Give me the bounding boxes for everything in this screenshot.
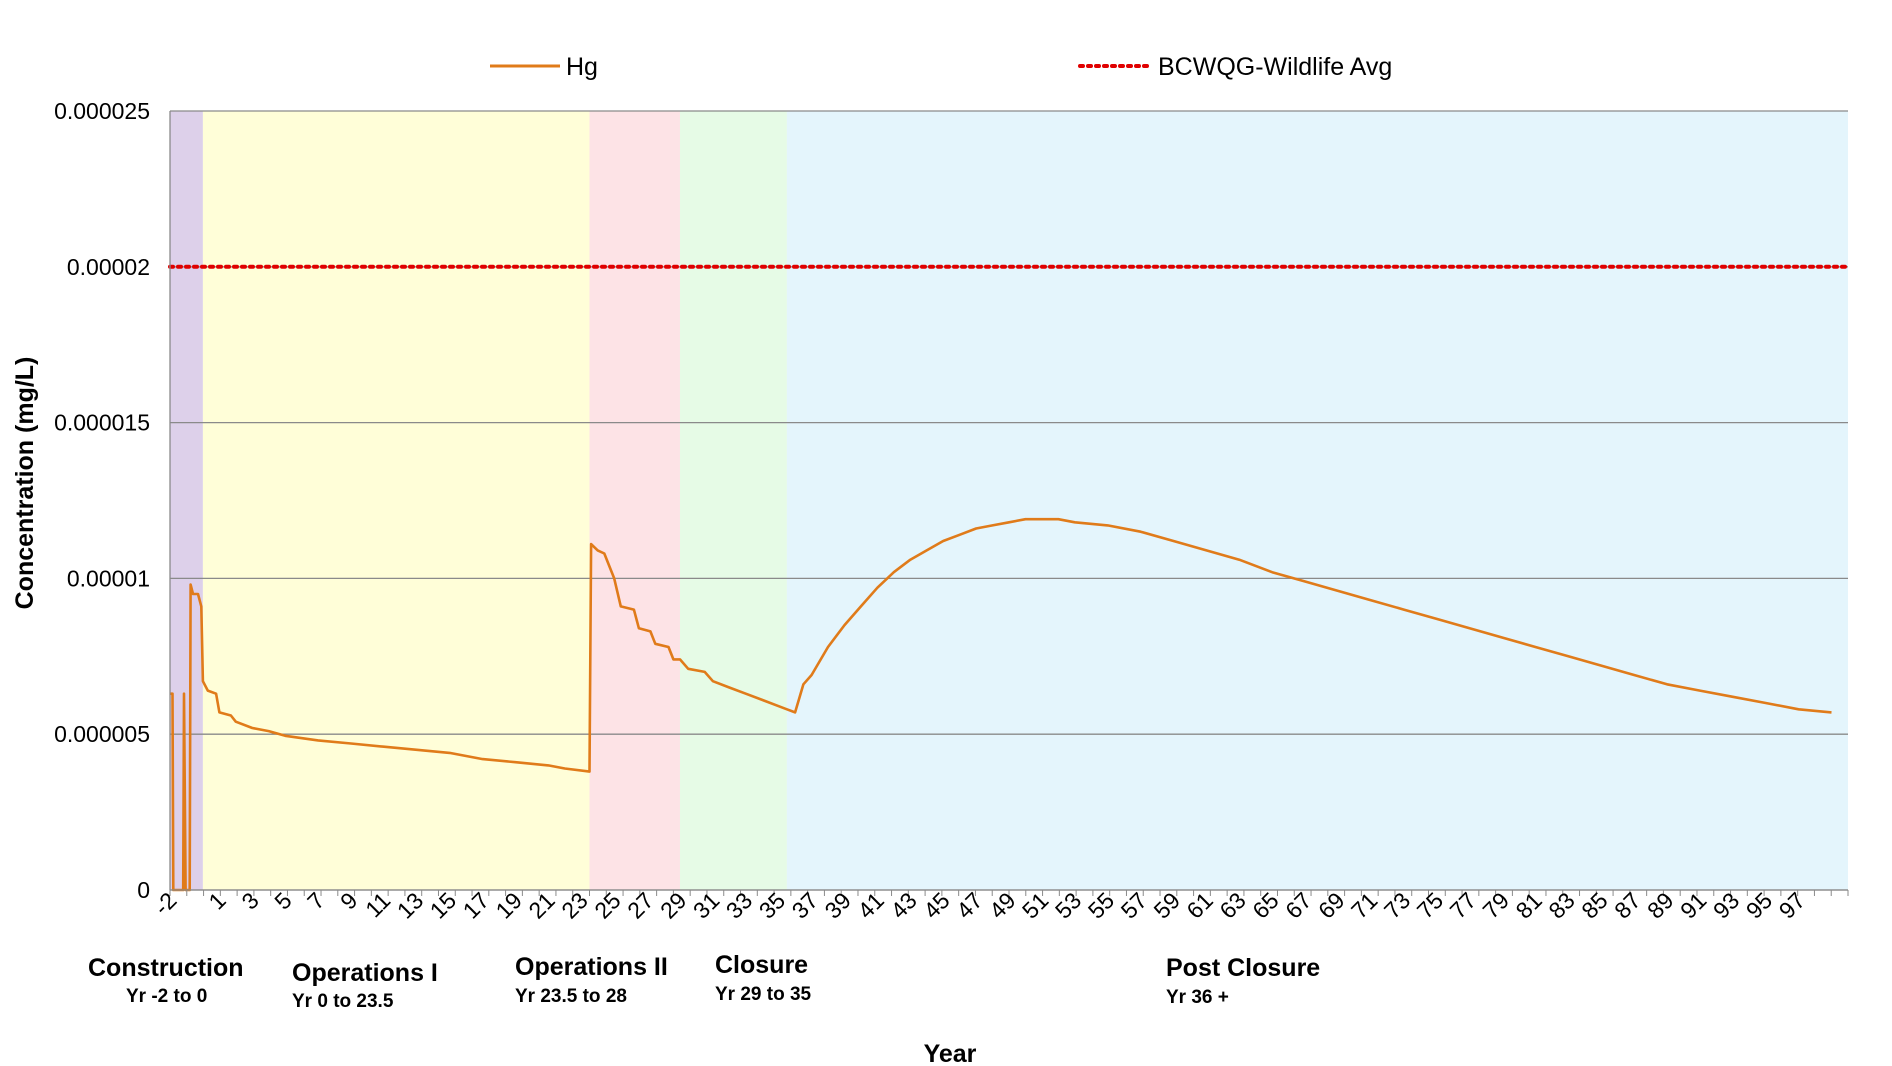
x-tick-label: 47 — [951, 887, 987, 923]
x-tick-label: 39 — [820, 887, 856, 923]
phase-range-label: Yr 36 + — [1166, 987, 1229, 1008]
phase-band-2 — [589, 111, 680, 890]
x-tick-label: 11 — [360, 887, 395, 922]
x-tick-label: 83 — [1543, 887, 1579, 923]
x-tick-label: 51 — [1017, 887, 1053, 923]
x-tick-label: 59 — [1149, 887, 1185, 923]
phase-labels: Construction Yr -2 to 0 Operations I Yr 0 t… — [88, 951, 1320, 1012]
x-tick-label: 35 — [754, 887, 790, 923]
x-tick-label: 87 — [1609, 887, 1645, 923]
x-tick-label: 69 — [1313, 887, 1349, 923]
x-tick-label: 89 — [1642, 887, 1678, 923]
x-tick-label: 97 — [1774, 887, 1810, 923]
y-tick-label: 0.000005 — [54, 721, 150, 747]
x-tick-label: 45 — [918, 887, 954, 923]
phase-range-label: Yr -2 to 0 — [126, 986, 207, 1007]
x-tick-label: 5 — [269, 887, 296, 914]
y-axis-title: Concentration (mg/L) — [11, 357, 39, 610]
y-tick-label: 0.00002 — [67, 254, 150, 280]
phase-name-label: Operations I — [292, 959, 438, 987]
phase-name-label: Post Closure — [1166, 954, 1320, 982]
x-tick-label: 49 — [984, 887, 1020, 923]
x-tick-label: 85 — [1576, 887, 1612, 923]
x-tick-label: 27 — [622, 887, 658, 923]
phase-band-3 — [679, 111, 787, 890]
legend: Hg BCWQG-Wildlife Avg — [490, 53, 1392, 81]
legend-hg-label: Hg — [566, 53, 598, 81]
series-line-hg — [170, 517, 1832, 892]
x-tick-label: 71 — [1346, 887, 1382, 923]
x-tick-label: 75 — [1412, 887, 1448, 923]
x-tick-label: 57 — [1116, 887, 1152, 923]
phase-name-label: Closure — [715, 951, 808, 979]
phase-range-label: Yr 29 to 35 — [715, 984, 812, 1005]
x-tick-label: 79 — [1478, 887, 1514, 923]
x-tick-label: 1 — [203, 887, 230, 914]
phase-band-1 — [202, 111, 590, 890]
x-tick-label: 53 — [1050, 887, 1086, 923]
x-tick-label: 25 — [589, 887, 625, 923]
y-tick-label: 0.000025 — [54, 98, 150, 124]
legend-guideline-label: BCWQG-Wildlife Avg — [1158, 53, 1392, 81]
x-tick-label: 9 — [335, 887, 362, 914]
phase-range-label: Yr 0 to 23.5 — [292, 991, 394, 1012]
phase-bands — [170, 111, 1848, 890]
x-tick-label: 65 — [1247, 887, 1283, 923]
x-tick-label: 61 — [1181, 887, 1217, 923]
x-tick-label: 21 — [523, 887, 559, 923]
x-tick-label: 33 — [721, 887, 757, 923]
phase-range-label: Yr 23.5 to 28 — [515, 986, 627, 1007]
x-tick-label: 7 — [302, 887, 329, 914]
x-tick-label: 81 — [1510, 887, 1546, 923]
x-tick-label: 3 — [236, 887, 263, 914]
x-tick-label: 31 — [688, 887, 724, 923]
x-tick-label: 37 — [787, 887, 823, 923]
phase-name-label: Operations II — [515, 953, 668, 981]
x-tick-label: 13 — [392, 887, 428, 923]
x-axis-title: Year — [924, 1040, 977, 1066]
phase-name-label: Construction — [88, 954, 244, 982]
x-tick-label: -2 — [149, 887, 182, 920]
axes — [169, 111, 1849, 896]
x-tick-label: 73 — [1379, 887, 1415, 923]
x-tick-label: 19 — [491, 887, 527, 923]
x-tick-labels: -2 1 3 5 7 9111315171921232527293133353739414… — [149, 887, 1810, 923]
x-tick-label: 63 — [1214, 887, 1250, 923]
y-tick-label: 0 — [137, 877, 150, 903]
phase-band-0 — [170, 111, 203, 890]
x-tick-label: 23 — [556, 887, 592, 923]
x-tick-label: 77 — [1445, 887, 1481, 923]
y-tick-labels: 0 0.000005 0.00001 0.000015 0.00002 0.000025 — [54, 98, 150, 903]
x-tick-label: 95 — [1741, 887, 1777, 923]
y-tick-label: 0.00001 — [67, 565, 150, 591]
y-tick-label: 0.000015 — [54, 410, 150, 436]
x-tick-label: 55 — [1083, 887, 1119, 923]
x-tick-label: 43 — [885, 887, 921, 923]
series-layer — [168, 264, 1850, 892]
phase-band-4 — [786, 111, 1848, 890]
x-tick-label: 29 — [655, 887, 691, 923]
